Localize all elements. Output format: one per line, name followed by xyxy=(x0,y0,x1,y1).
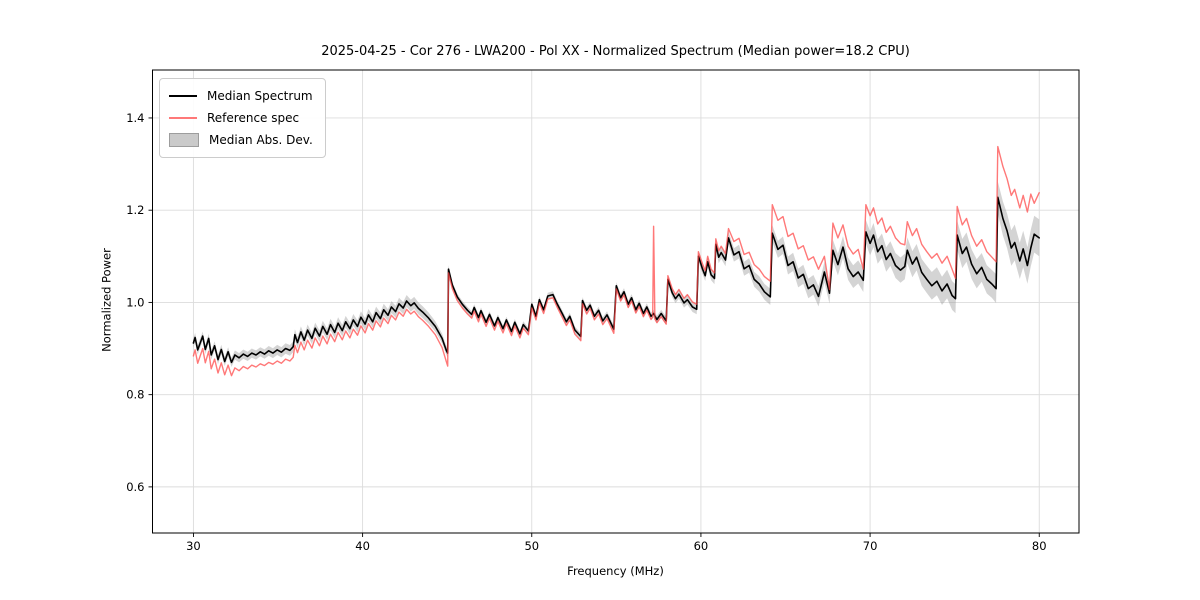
median-spectrum-line xyxy=(192,196,1040,364)
mad-band-swatch xyxy=(169,133,199,147)
y-axis-label: Normalized Power xyxy=(99,248,114,352)
legend-item-mad: Median Abs. Dev. xyxy=(169,129,313,151)
x-axis-label: Frequency (MHz) xyxy=(567,564,664,578)
median-spectrum-line-swatch xyxy=(169,95,197,97)
chart-title: 2025-04-25 - Cor 276 - LWA200 - Pol XX -… xyxy=(321,44,910,59)
x-tick-label: 80 xyxy=(1032,539,1047,553)
axis-ticks xyxy=(148,117,1040,537)
reference-spec-line-swatch xyxy=(169,117,197,119)
mad-band-area xyxy=(193,181,1040,367)
x-tick-label: 60 xyxy=(694,539,709,553)
legend: Median Spectrum Reference spec Median Ab… xyxy=(159,78,326,158)
legend-item-median-spectrum: Median Spectrum xyxy=(169,85,313,107)
y-tick-label: 0.6 xyxy=(126,480,144,494)
x-tick-label: 40 xyxy=(355,539,370,553)
reference-spec-line xyxy=(192,145,1040,377)
legend-item-reference-spec: Reference spec xyxy=(169,107,313,129)
y-tick-label: 1.0 xyxy=(126,295,144,309)
x-tick-label: 30 xyxy=(186,539,201,553)
y-tick-label: 1.2 xyxy=(126,203,144,217)
y-tick-label: 0.8 xyxy=(126,388,144,402)
legend-label-mad: Median Abs. Dev. xyxy=(209,133,313,147)
x-tick-label: 50 xyxy=(524,539,539,553)
y-tick-label: 1.4 xyxy=(126,111,144,125)
tick-labels: 30 40 50 60 70 80 0.6 0.8 1.0 1.2 1.4 xyxy=(126,111,1046,553)
plot-border xyxy=(152,69,1080,534)
x-tick-label: 70 xyxy=(863,539,878,553)
legend-label-median-spectrum: Median Spectrum xyxy=(207,89,313,103)
legend-label-reference-spec: Reference spec xyxy=(207,111,300,125)
